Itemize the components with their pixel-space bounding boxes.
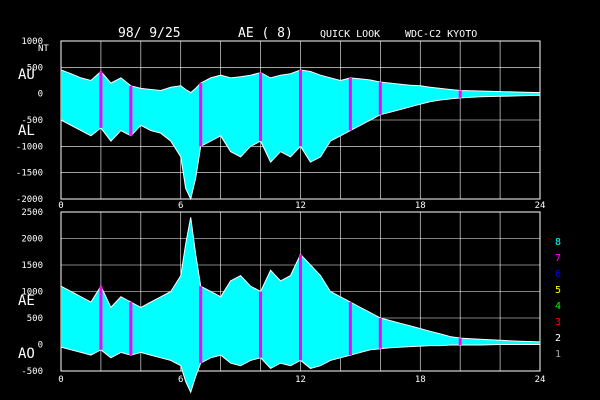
series-label-al: AL <box>18 123 35 139</box>
highlight-bar <box>129 302 133 356</box>
highlight-bar <box>378 82 382 115</box>
highlight-bar <box>348 77 352 131</box>
top-panel: NT AU AL 1000 500 0 -500 -1000 -1500 -2000 0 6 12… <box>16 37 546 211</box>
x-tick-label: 6 <box>178 201 183 211</box>
y-tick-label: -1000 <box>16 142 43 152</box>
highlight-bar <box>129 85 133 136</box>
series-line-au <box>60 69 541 94</box>
y-tick-label: 2000 <box>21 235 43 245</box>
series-label-ae: AE <box>18 293 35 309</box>
y-tick-label: 1500 <box>21 261 43 271</box>
unit-label: NT <box>38 44 49 54</box>
legend-entry: 5 <box>555 285 561 296</box>
highlight-bar <box>199 286 203 364</box>
highlight-bar <box>299 69 302 147</box>
y-tick-label: 1000 <box>21 37 43 47</box>
legend-entry: 8 <box>555 237 561 248</box>
x-tick-label: 18 <box>415 201 426 211</box>
x-tick-label: 18 <box>415 375 426 385</box>
legend-entry: 6 <box>555 269 561 280</box>
header-index: AE ( 8) <box>238 26 293 41</box>
x-tick-label: 6 <box>178 375 183 385</box>
legend-entry: 2 <box>555 333 561 344</box>
highlight-bar <box>458 90 462 98</box>
x-tick-label: 0 <box>58 375 63 385</box>
header-date: 98/ 9/25 <box>118 26 181 41</box>
x-tick-label: 0 <box>58 201 63 211</box>
highlight-bar <box>99 286 103 350</box>
series-line-ao <box>60 344 540 394</box>
y-tick-label: 0 <box>38 90 43 100</box>
y-tick-label: 1000 <box>21 288 43 298</box>
legend-entry: 7 <box>555 253 561 264</box>
series-line-al <box>60 94 541 201</box>
y-tick-label: -500 <box>21 367 43 377</box>
bottom-panel: AE AO 2500 2000 1500 1000 500 0 -500 0 6 12 18 24 <box>18 208 546 394</box>
highlight-bar <box>458 338 462 346</box>
header-source: WDC-C2 KYOTO <box>405 29 477 40</box>
highlight-bar <box>299 254 302 361</box>
header-mode: QUICK LOOK <box>320 29 380 40</box>
x-tick-label: 12 <box>295 375 306 385</box>
legend-entry: 4 <box>555 301 561 312</box>
legend: 8 7 6 5 4 3 2 1 <box>555 237 561 360</box>
y-tick-label: -500 <box>21 116 43 126</box>
highlight-bar <box>348 302 352 356</box>
y-tick-label: -2000 <box>16 195 43 205</box>
highlight-bar <box>199 83 203 147</box>
highlight-bar <box>259 72 263 142</box>
y-tick-label: 2500 <box>21 208 43 218</box>
x-tick-label: 24 <box>535 375 546 385</box>
series-line-ae <box>60 217 541 343</box>
highlight-bar <box>259 291 263 358</box>
y-tick-label: 0 <box>38 341 43 351</box>
legend-entry: 1 <box>555 349 561 360</box>
x-tick-label: 12 <box>295 201 306 211</box>
y-tick-label: 500 <box>27 314 43 324</box>
x-tick-label: 24 <box>535 201 546 211</box>
y-tick-label: 500 <box>27 63 43 73</box>
legend-entry: 3 <box>555 317 561 328</box>
series-label-ao: AO <box>18 346 35 362</box>
series-label-au: AU <box>18 67 35 83</box>
highlight-bar <box>378 318 382 349</box>
y-tick-label: -1500 <box>16 169 43 179</box>
highlight-bar <box>99 71 103 128</box>
